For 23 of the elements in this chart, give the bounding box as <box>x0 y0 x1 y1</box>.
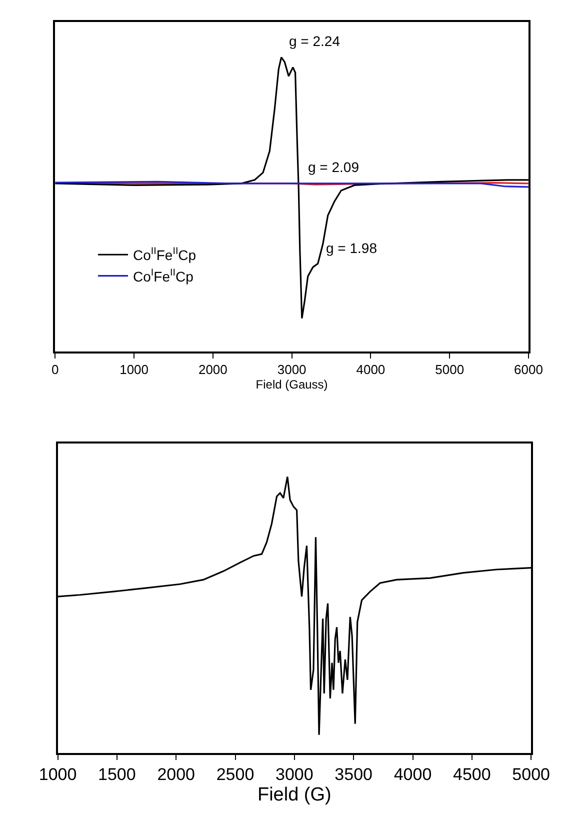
x-tick-label: 4000 <box>356 362 386 377</box>
annotation: g = 2.09 <box>308 159 360 175</box>
x-tick-label: 6000 <box>514 362 543 377</box>
x-tick-label: 2000 <box>198 362 228 377</box>
x-tick-label: 1000 <box>120 362 148 377</box>
x-tick-label: 2000 <box>157 765 196 784</box>
legend-label: Co$^{I}$Fe$^{II}$Cp <box>133 267 194 284</box>
annotation: g = 2.24 <box>289 33 340 49</box>
legend-label: Co$^{II}$Fe$^{II}$Cp <box>133 246 196 264</box>
annotation: g = 1.98 <box>326 240 378 256</box>
x-tick-label: 2500 <box>216 765 254 784</box>
x-tick-label: 3000 <box>276 765 314 784</box>
x-tick-label: 0 <box>52 362 59 377</box>
x-tick-label: 1000 <box>38 765 77 784</box>
x-tick-label: 4000 <box>394 765 432 784</box>
x-tick-label: 5000 <box>512 765 550 784</box>
x-tick-label: 4500 <box>453 765 491 784</box>
x-axis-title: Field (Gauss) <box>256 377 328 392</box>
x-tick-label: 3500 <box>334 765 372 784</box>
x-tick-label: 5000 <box>435 362 464 377</box>
x-tick-label: 1500 <box>98 765 136 784</box>
x-tick-label: 3000 <box>277 362 306 377</box>
x-axis-title: Field (G) <box>257 784 332 806</box>
